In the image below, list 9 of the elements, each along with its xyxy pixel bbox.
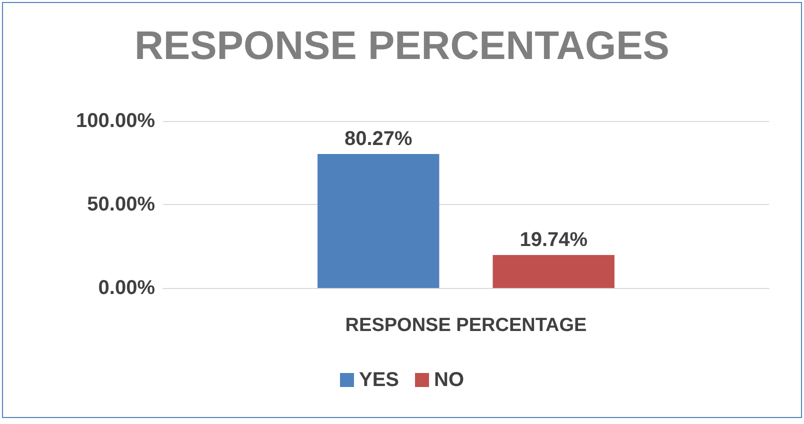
data-label: 80.27%	[344, 128, 413, 150]
chart-title: RESPONSE PERCENTAGES	[134, 24, 670, 68]
data-label: 19.74%	[520, 229, 588, 252]
legend-label: NO	[434, 369, 464, 391]
x-tick-label: RESPONSE PERCENTAGE	[345, 315, 587, 336]
legend-label: YES	[358, 369, 400, 391]
y-tick-label: 0.00%	[98, 277, 156, 299]
y-tick-label: 100.00%	[76, 110, 156, 132]
y-tick-label: 50.00%	[87, 194, 156, 216]
